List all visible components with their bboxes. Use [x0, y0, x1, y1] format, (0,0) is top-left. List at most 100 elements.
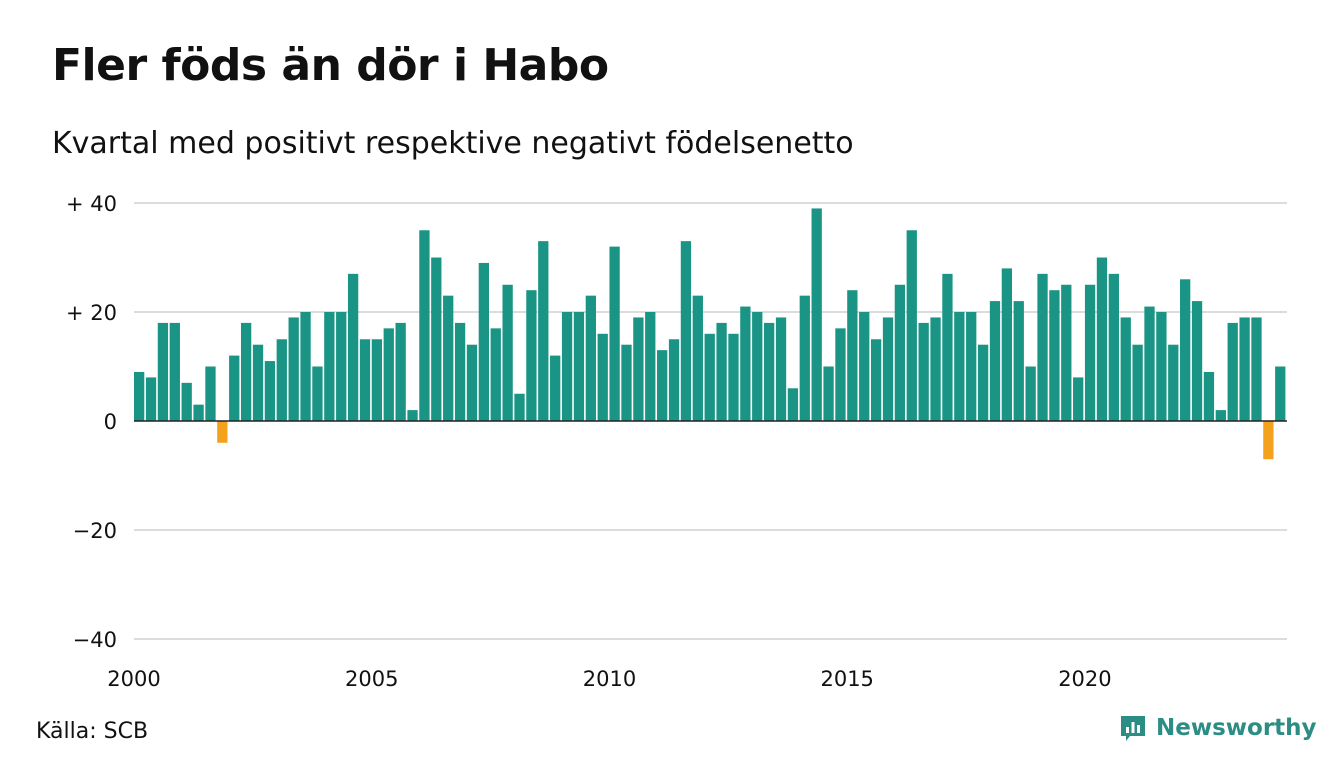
bar: [930, 317, 941, 421]
bar: [240, 322, 252, 421]
bar: [205, 366, 216, 421]
bar: [989, 301, 1001, 421]
bar: [466, 344, 478, 421]
x-axis-ticks: 2000 2005 2010 2015 2020: [107, 667, 1111, 691]
bar: [443, 295, 454, 421]
bar: [1001, 268, 1013, 421]
bar: [217, 421, 228, 443]
bar: [312, 366, 323, 421]
bar: [882, 317, 894, 421]
y-tick-label: −20: [73, 519, 117, 543]
bar: [526, 290, 537, 421]
bar: [668, 339, 680, 421]
bar: [894, 284, 906, 421]
bar: [609, 246, 620, 421]
chart-subtitle: Kvartal med positivt respektive negativt…: [52, 126, 854, 161]
bar: [1144, 306, 1155, 421]
bar: [264, 361, 276, 421]
bar: [383, 328, 394, 421]
bar: [229, 355, 240, 421]
bar: [1073, 377, 1084, 421]
bar: [977, 344, 989, 421]
bar: [621, 344, 632, 421]
y-tick-label: + 20: [66, 301, 117, 325]
bar: [752, 312, 763, 421]
bar: [692, 295, 703, 421]
bar: [1168, 344, 1179, 421]
bars: [134, 208, 1286, 460]
bar: [942, 273, 953, 421]
bar: [775, 317, 787, 421]
newsworthy-logo[interactable]: Newsworthy: [1118, 713, 1317, 743]
bar: [169, 322, 180, 421]
bar: [1203, 371, 1215, 421]
bar: [419, 230, 430, 421]
bar: [573, 312, 585, 421]
bar: [395, 322, 406, 421]
bar: [585, 295, 596, 421]
x-tick-label: 2020: [1058, 667, 1111, 691]
bar: [514, 393, 525, 421]
bar: [561, 312, 573, 421]
bar: [1156, 312, 1167, 421]
x-tick-label: 2000: [107, 667, 160, 691]
y-tick-label: + 40: [66, 192, 117, 216]
brand-name: Newsworthy: [1156, 715, 1317, 741]
bar: [1215, 410, 1226, 421]
bar: [1084, 284, 1096, 421]
bar: [1037, 273, 1048, 421]
bar: [799, 295, 810, 421]
bar: [1108, 273, 1119, 421]
bar: [336, 312, 347, 421]
bar: [787, 388, 799, 421]
bar: [835, 328, 846, 421]
bar: [870, 339, 882, 421]
bar: [288, 317, 299, 421]
bar: [1049, 290, 1060, 421]
bar: [1239, 317, 1250, 421]
bar: [181, 382, 192, 421]
bar: [550, 355, 561, 421]
bar: [134, 371, 145, 421]
x-tick-label: 2005: [345, 667, 398, 691]
bar: [597, 333, 608, 421]
chart-bubble-icon: [1121, 716, 1145, 741]
bar: [1025, 366, 1036, 421]
x-tick-label: 2015: [820, 667, 873, 691]
bar: [704, 333, 715, 421]
bar: [1191, 301, 1203, 421]
bar: [502, 284, 513, 421]
bar: [490, 328, 501, 421]
bar: [252, 344, 264, 421]
bar: [157, 322, 169, 421]
y-tick-label: −40: [73, 628, 117, 652]
bar: [1132, 344, 1143, 421]
bar: [680, 241, 692, 421]
bar: [633, 317, 644, 421]
bar: [954, 312, 965, 421]
bar: [1275, 366, 1286, 421]
chart-title: Fler föds än dör i Habo: [52, 40, 609, 91]
bar: [1263, 421, 1274, 460]
bar: [1227, 322, 1238, 421]
bar: [538, 241, 549, 421]
bar: [657, 350, 668, 421]
bar: [847, 290, 858, 421]
bar: [859, 312, 870, 421]
bar: [1096, 257, 1108, 421]
bar: [811, 208, 822, 421]
bar: [359, 339, 371, 421]
bar: [966, 312, 977, 421]
bar: [371, 339, 383, 421]
bar: [906, 230, 917, 421]
bar: [145, 377, 157, 421]
y-tick-label: 0: [104, 410, 117, 434]
bar: [324, 312, 335, 421]
bar: [728, 333, 739, 421]
bar: [763, 322, 775, 421]
bar: [645, 312, 656, 421]
y-axis-ticks: + 40 + 20 0 −20 −40: [66, 192, 117, 652]
bar: [454, 322, 466, 421]
bar: [1251, 317, 1262, 421]
